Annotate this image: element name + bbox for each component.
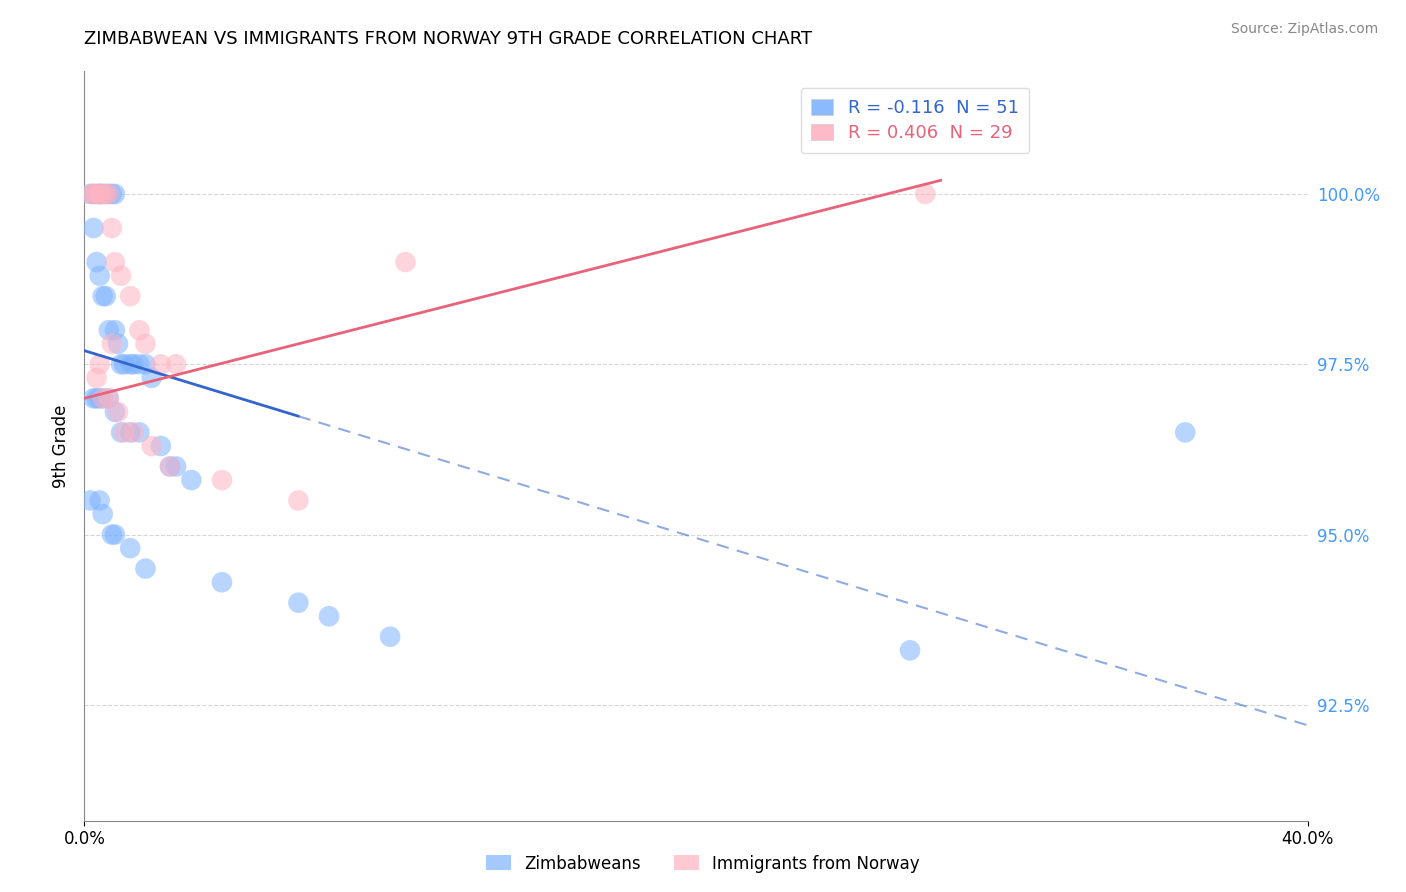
Point — [101, 527, 124, 541]
Point — [165, 357, 187, 371]
Legend: R = -0.116  N = 51, R = 0.406  N = 29: R = -0.116 N = 51, R = 0.406 N = 29 — [800, 88, 1029, 153]
Point — [110, 425, 132, 440]
Point — [165, 459, 187, 474]
Point — [83, 392, 105, 406]
Point — [318, 609, 340, 624]
Point — [101, 186, 124, 201]
Point — [83, 221, 105, 235]
Y-axis label: 9th Grade: 9th Grade — [52, 404, 70, 488]
Text: ZIMBABWEAN VS IMMIGRANTS FROM NORWAY 9TH GRADE CORRELATION CHART: ZIMBABWEAN VS IMMIGRANTS FROM NORWAY 9TH… — [84, 29, 813, 47]
Point — [86, 371, 108, 385]
Point — [89, 392, 111, 406]
Point — [86, 186, 108, 201]
Point — [89, 493, 111, 508]
Point — [104, 527, 127, 541]
Point — [112, 357, 135, 371]
Point — [91, 392, 114, 406]
Point — [122, 425, 145, 440]
Point — [128, 425, 150, 440]
Point — [135, 336, 157, 351]
Point — [211, 473, 233, 487]
Point — [79, 186, 101, 201]
Point — [91, 507, 114, 521]
Point — [89, 186, 111, 201]
Point — [110, 268, 132, 283]
Point — [101, 336, 124, 351]
Point — [89, 186, 111, 201]
Point — [91, 289, 114, 303]
Point — [110, 357, 132, 371]
Point — [120, 541, 142, 556]
Point — [211, 575, 233, 590]
Point — [120, 357, 142, 371]
Point — [287, 493, 309, 508]
Point — [97, 186, 120, 201]
Point — [97, 323, 120, 337]
Point — [380, 630, 402, 644]
Point — [86, 186, 108, 201]
Point — [97, 392, 120, 406]
Point — [94, 289, 117, 303]
Point — [159, 459, 181, 474]
Text: Source: ZipAtlas.com: Source: ZipAtlas.com — [1230, 22, 1378, 37]
Point — [89, 268, 111, 283]
Point — [135, 561, 157, 575]
Point — [128, 323, 150, 337]
Point — [79, 186, 101, 201]
Point — [101, 221, 124, 235]
Point — [914, 186, 936, 201]
Point — [135, 357, 157, 371]
Point — [79, 493, 101, 508]
Point — [104, 405, 127, 419]
Point — [1174, 425, 1197, 440]
Point — [89, 357, 111, 371]
Point — [94, 186, 117, 201]
Point — [94, 186, 117, 201]
Point — [104, 255, 127, 269]
Point — [149, 357, 172, 371]
Point — [141, 439, 163, 453]
Point — [120, 289, 142, 303]
Point — [898, 643, 921, 657]
Point — [83, 186, 105, 201]
Point — [180, 473, 202, 487]
Point — [394, 255, 416, 269]
Point — [91, 186, 114, 201]
Point — [91, 392, 114, 406]
Point — [141, 371, 163, 385]
Point — [107, 336, 129, 351]
Point — [104, 323, 127, 337]
Legend: Zimbabweans, Immigrants from Norway: Zimbabweans, Immigrants from Norway — [479, 848, 927, 880]
Point — [91, 186, 114, 201]
Point — [120, 425, 142, 440]
Point — [112, 425, 135, 440]
Point — [149, 439, 172, 453]
Point — [97, 186, 120, 201]
Point — [89, 186, 111, 201]
Point — [128, 357, 150, 371]
Point — [83, 186, 105, 201]
Point — [287, 596, 309, 610]
Point — [107, 405, 129, 419]
Point — [86, 392, 108, 406]
Point — [104, 186, 127, 201]
Point — [122, 357, 145, 371]
Point — [97, 392, 120, 406]
Point — [86, 255, 108, 269]
Point — [159, 459, 181, 474]
